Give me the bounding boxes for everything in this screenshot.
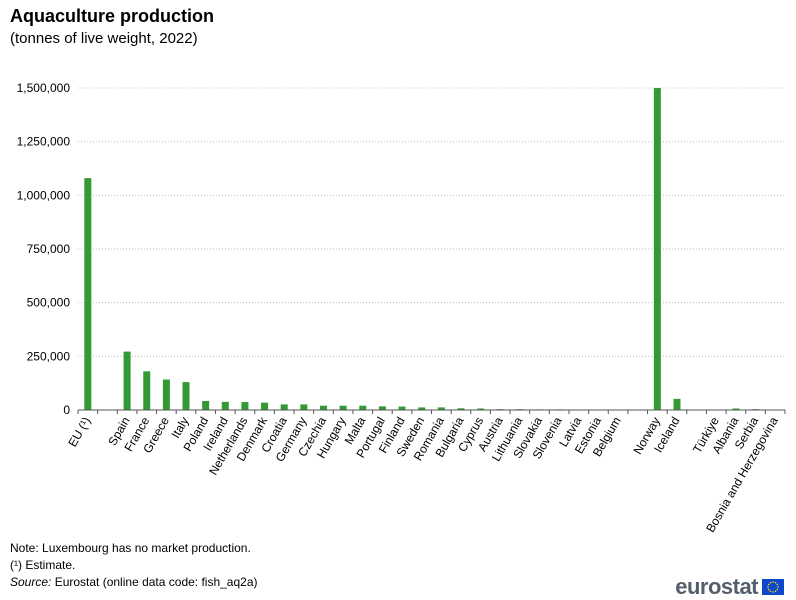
y-axis: 0 250,000 500,000 750,000 1,000,000 1,250,000… — [17, 81, 71, 417]
bar — [202, 400, 210, 410]
flag-star — [772, 591, 774, 593]
eu-flag-icon — [762, 579, 784, 595]
bar — [359, 405, 367, 410]
flag-star — [769, 590, 772, 593]
bars — [84, 88, 779, 411]
bar — [319, 405, 327, 410]
bar — [398, 406, 406, 410]
eurostat-logo: eurostat — [675, 574, 784, 600]
flag-star — [767, 588, 770, 591]
bar — [162, 379, 170, 410]
bar — [221, 401, 229, 410]
y-tick-label: 250,000 — [27, 349, 71, 363]
bar-chart: 0 250,000 500,000 750,000 1,000,000 1,250,000… — [17, 81, 786, 535]
flag-star — [769, 581, 772, 584]
bar — [280, 404, 288, 410]
flag-star — [774, 590, 777, 593]
bar — [339, 405, 347, 410]
bar — [123, 351, 131, 410]
y-tick-label: 750,000 — [27, 242, 71, 256]
flag-star — [776, 583, 779, 586]
bar — [437, 407, 445, 410]
y-tick-label: 500,000 — [27, 296, 71, 310]
logo-text: eurostat — [675, 574, 758, 599]
gridlines — [78, 87, 785, 357]
bar — [477, 408, 485, 410]
bar — [653, 88, 661, 410]
y-tick-label: 1,500,000 — [17, 81, 71, 95]
bar — [241, 402, 249, 410]
note-text: Note: Luxembourg has no market productio… — [10, 541, 251, 555]
source-note: Source: Eurostat (online data code: fish… — [10, 574, 258, 591]
flag-star — [776, 588, 779, 591]
bar — [143, 371, 151, 410]
flag-star — [772, 581, 774, 583]
y-tick-label: 0 — [63, 403, 70, 417]
y-tick-label: 1,250,000 — [17, 135, 71, 149]
source-label: Source: — [10, 575, 52, 589]
flag-star — [777, 586, 779, 588]
estimate-note: (¹) Estimate. — [10, 558, 76, 572]
bar — [418, 407, 426, 410]
y-tick-label: 1,000,000 — [17, 188, 71, 202]
bar — [261, 402, 269, 410]
chart-title: Aquaculture production — [10, 6, 214, 26]
bar — [732, 408, 740, 410]
flag-star — [774, 581, 777, 584]
x-axis: EU (¹) SpainFranceGreeceItalyPolandIrelan… — [65, 409, 786, 535]
bar — [457, 408, 465, 410]
bar — [84, 178, 92, 410]
flag-star — [767, 586, 769, 588]
bar — [673, 398, 681, 410]
bar — [182, 382, 190, 410]
bar — [300, 404, 308, 410]
x-tick-label: EU (¹) — [65, 415, 93, 450]
source-text: Eurostat (online data code: fish_aq2a) — [51, 575, 258, 589]
chart-subtitle: (tonnes of live weight, 2022) — [10, 30, 198, 47]
flag-star — [767, 583, 770, 586]
footnotes: Note: Luxembourg has no market productio… — [10, 540, 258, 591]
bar — [378, 406, 386, 410]
